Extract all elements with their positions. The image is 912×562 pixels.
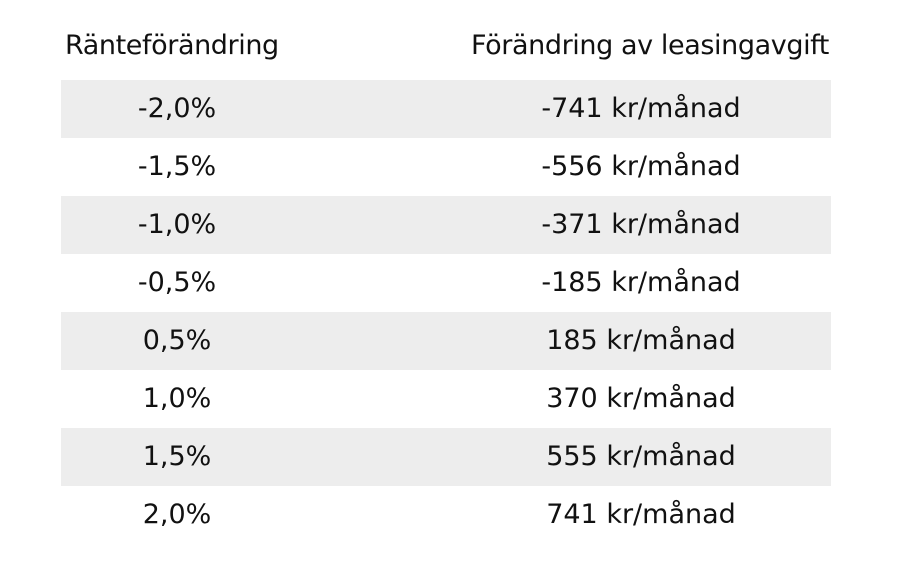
fee-cell: 555 kr/månad xyxy=(546,441,736,472)
rate-cell: 1,0% xyxy=(142,383,212,414)
table-row: -1,5% -556 kr/månad xyxy=(61,138,831,196)
table-row: 1,0% 370 kr/månad xyxy=(61,370,831,428)
table-row: -2,0% -741 kr/månad xyxy=(61,80,831,138)
table-row: 1,5% 555 kr/månad xyxy=(61,428,831,486)
rate-cell: -2,0% xyxy=(137,93,217,124)
table-row: 2,0% 741 kr/månad xyxy=(61,486,831,544)
rate-cell: 1,5% xyxy=(142,441,212,472)
fee-cell: -556 kr/månad xyxy=(541,151,741,182)
table-row: -1,0% -371 kr/månad xyxy=(61,196,831,254)
rate-change-table: Ränteförändring Förändring av leasingavg… xyxy=(61,20,831,544)
rate-cell: -1,0% xyxy=(137,209,217,240)
header-fee-change: Förändring av leasingavgift xyxy=(471,30,829,61)
fee-cell: -371 kr/månad xyxy=(541,209,741,240)
fee-cell: 185 kr/månad xyxy=(546,325,736,356)
rate-cell: -0,5% xyxy=(137,267,217,298)
table-header: Ränteförändring Förändring av leasingavg… xyxy=(61,20,831,80)
fee-cell: -185 kr/månad xyxy=(541,267,741,298)
fee-cell: 370 kr/månad xyxy=(546,383,736,414)
rate-cell: 2,0% xyxy=(142,499,212,530)
header-rate-change: Ränteförändring xyxy=(65,30,279,61)
fee-cell: -741 kr/månad xyxy=(541,93,741,124)
fee-cell: 741 kr/månad xyxy=(546,499,736,530)
table-body: -2,0% -741 kr/månad -1,5% -556 kr/månad … xyxy=(61,80,831,544)
rate-cell: 0,5% xyxy=(142,325,212,356)
rate-cell: -1,5% xyxy=(137,151,217,182)
table-row: 0,5% 185 kr/månad xyxy=(61,312,831,370)
table-row: -0,5% -185 kr/månad xyxy=(61,254,831,312)
